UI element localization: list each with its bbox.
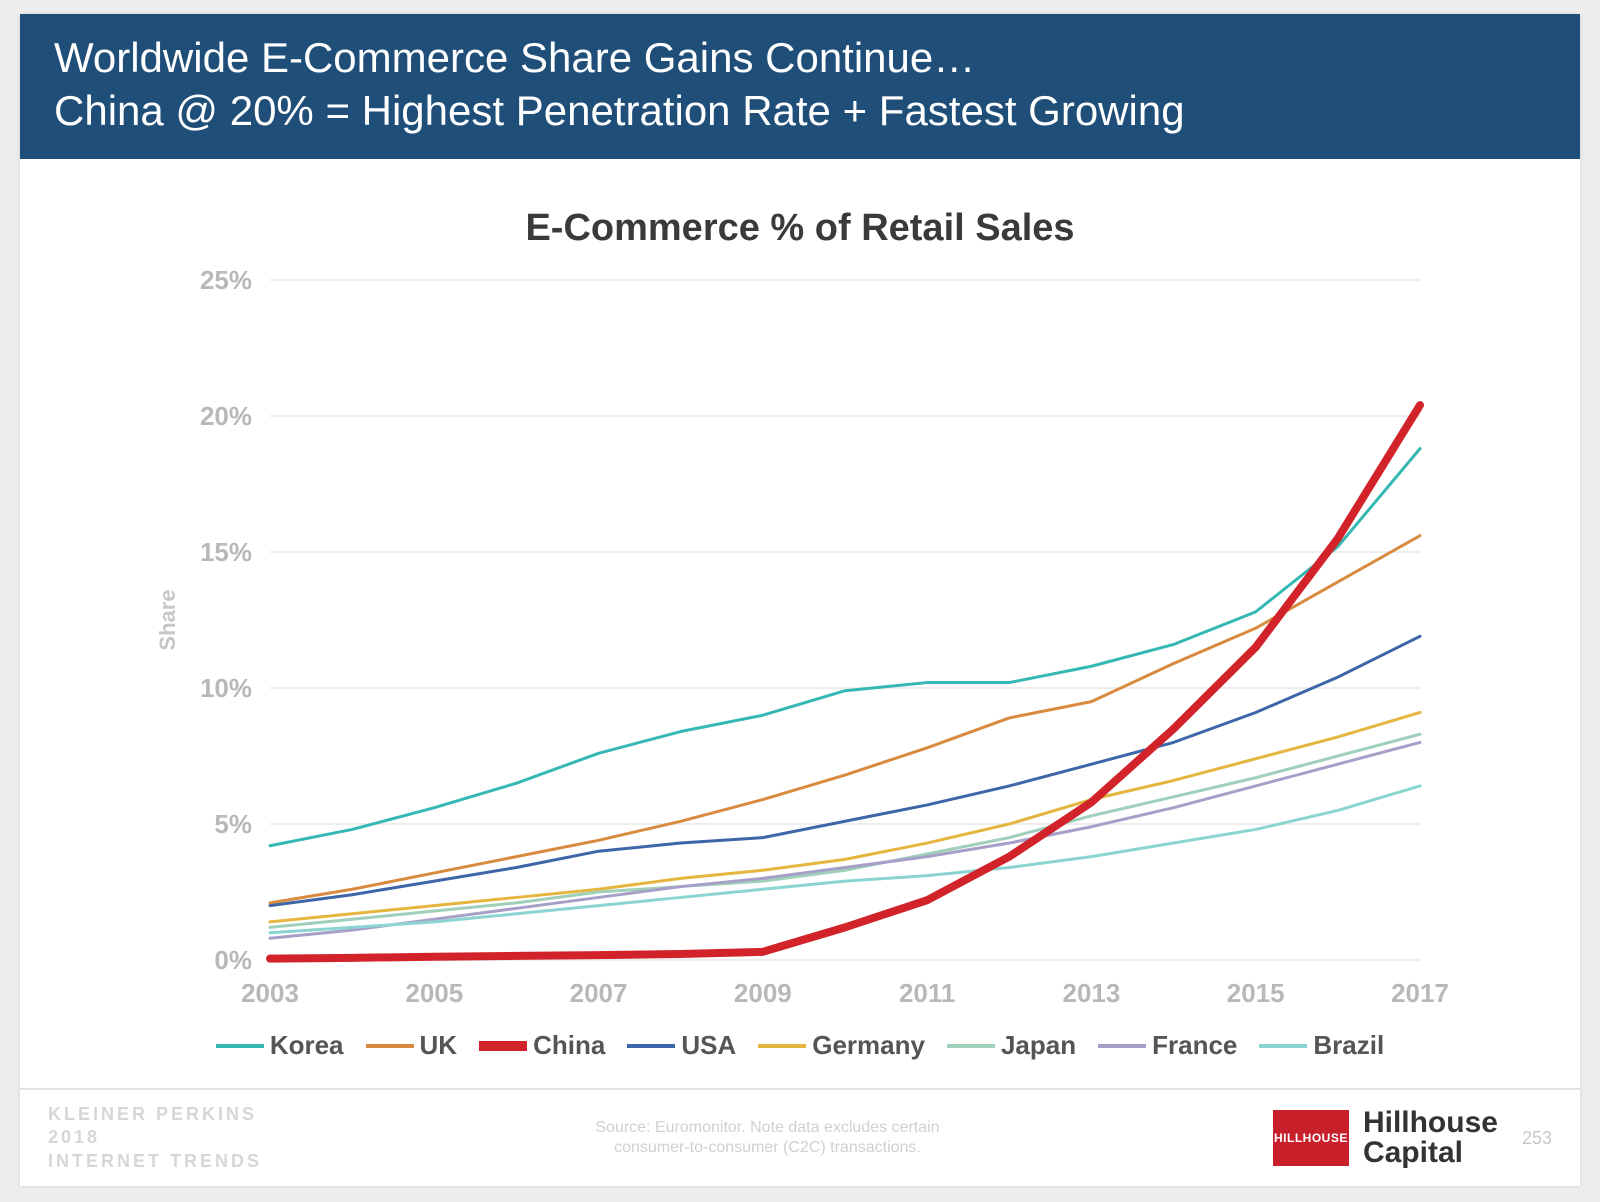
svg-text:2011: 2011 <box>899 978 955 1008</box>
hillhouse-badge-icon: HILLHOUSE <box>1273 1110 1349 1166</box>
chart-title: E-Commerce % of Retail Sales <box>20 207 1580 250</box>
footer-kp-1: KLEINER PERKINS <box>48 1103 262 1126</box>
page-number: 253 <box>1522 1128 1552 1149</box>
title-line-1: Worldwide E-Commerce Share Gains Continu… <box>54 32 1546 85</box>
legend-label: Japan <box>1001 1030 1076 1061</box>
footer-kp-3: INTERNET TRENDS <box>48 1150 262 1173</box>
legend-label: China <box>533 1030 605 1061</box>
legend-item-brazil: Brazil <box>1259 1030 1384 1061</box>
svg-text:2013: 2013 <box>1063 978 1121 1008</box>
legend-label: Germany <box>812 1030 925 1061</box>
hillhouse-logo-text: Hillhouse Capital <box>1363 1108 1498 1168</box>
legend-label: UK <box>420 1030 458 1061</box>
svg-text:2009: 2009 <box>734 978 792 1008</box>
legend-item-china: China <box>479 1030 605 1061</box>
legend-swatch-icon <box>947 1044 995 1048</box>
footer-source-2: consumer-to-consumer (C2C) transactions. <box>262 1138 1273 1158</box>
legend-item-korea: Korea <box>216 1030 344 1061</box>
svg-text:2005: 2005 <box>405 978 463 1008</box>
legend-swatch-icon <box>366 1044 414 1048</box>
legend-item-germany: Germany <box>758 1030 925 1061</box>
svg-text:25%: 25% <box>200 265 252 295</box>
svg-text:20%: 20% <box>200 401 252 431</box>
legend-item-usa: USA <box>627 1030 736 1061</box>
legend-swatch-icon <box>1259 1044 1307 1048</box>
legend-swatch-icon <box>758 1044 806 1048</box>
footer: KLEINER PERKINS 2018 INTERNET TRENDS Sou… <box>20 1088 1580 1186</box>
footer-source: Source: Euromonitor. Note data excludes … <box>262 1118 1273 1158</box>
svg-text:Share: Share <box>155 589 180 650</box>
title-line-2: China @ 20% = Highest Penetration Rate +… <box>54 85 1546 138</box>
footer-kp-2: 2018 <box>48 1126 262 1149</box>
footer-source-1: Source: Euromonitor. Note data excludes … <box>262 1118 1273 1138</box>
legend-item-japan: Japan <box>947 1030 1076 1061</box>
svg-text:2015: 2015 <box>1227 978 1285 1008</box>
legend-swatch-icon <box>216 1044 264 1048</box>
legend-label: USA <box>681 1030 736 1061</box>
svg-text:2017: 2017 <box>1391 978 1449 1008</box>
legend-item-france: France <box>1098 1030 1237 1061</box>
title-bar: Worldwide E-Commerce Share Gains Continu… <box>20 14 1580 159</box>
line-chart-svg: 0% 5% 10% 15% 20% 25% 2003 2005 2007 2009 2011 2013… <box>140 260 1460 1020</box>
legend-swatch-icon <box>1098 1044 1146 1048</box>
legend-item-uk: UK <box>366 1030 458 1061</box>
legend-label: Korea <box>270 1030 344 1061</box>
svg-text:5%: 5% <box>214 809 252 839</box>
svg-text:10%: 10% <box>200 673 252 703</box>
hillhouse-line-2: Capital <box>1363 1138 1498 1168</box>
legend-label: France <box>1152 1030 1237 1061</box>
svg-text:15%: 15% <box>200 537 252 567</box>
slide: Worldwide E-Commerce Share Gains Continu… <box>20 14 1580 1186</box>
footer-left: KLEINER PERKINS 2018 INTERNET TRENDS <box>48 1103 262 1173</box>
hillhouse-line-1: Hillhouse <box>1363 1108 1498 1138</box>
footer-right: HILLHOUSE Hillhouse Capital 253 <box>1273 1108 1552 1168</box>
legend-swatch-icon <box>627 1044 675 1048</box>
svg-text:2003: 2003 <box>241 978 299 1008</box>
svg-text:0%: 0% <box>214 945 252 975</box>
legend-swatch-icon <box>479 1041 527 1051</box>
chart-area: 0% 5% 10% 15% 20% 25% 2003 2005 2007 2009 2011 2013… <box>140 260 1460 1020</box>
chart-legend: Korea UK China USA Germany Japan France Brazil <box>20 1030 1580 1061</box>
svg-text:2007: 2007 <box>570 978 628 1008</box>
legend-label: Brazil <box>1313 1030 1384 1061</box>
